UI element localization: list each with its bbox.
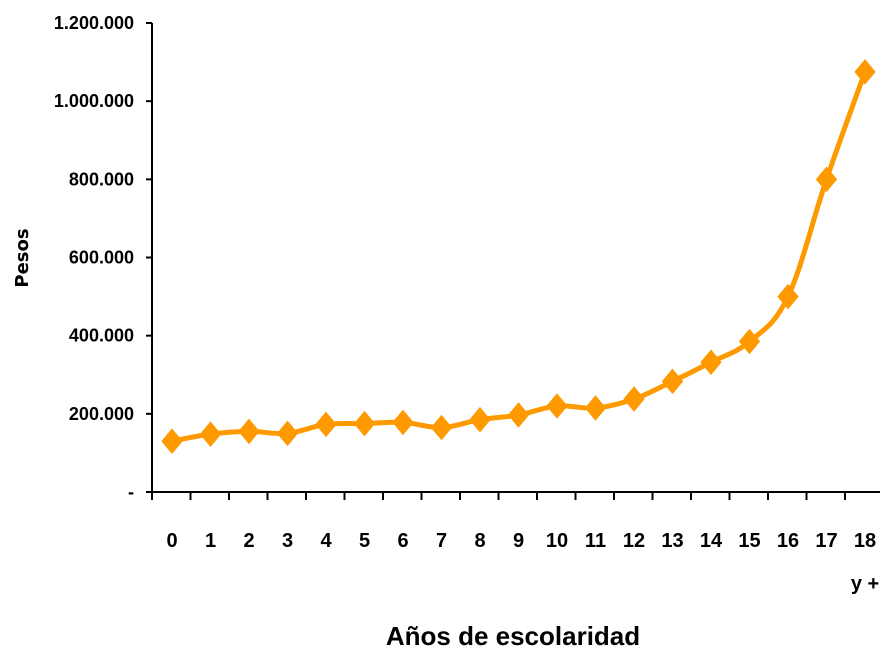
x-tick-label: 4	[320, 530, 332, 552]
x-tick-label: 12	[623, 530, 645, 552]
data-point	[546, 393, 568, 419]
series	[161, 59, 876, 454]
x-tick-label: 1	[205, 530, 216, 552]
data-point	[584, 395, 607, 421]
data-point	[507, 402, 530, 428]
y-tick-label: 400.000	[69, 326, 134, 346]
x-tick-label: 17	[815, 530, 837, 552]
y-tick-label: 600.000	[69, 248, 134, 268]
data-point	[661, 368, 684, 395]
y-tick-label: 1.200.000	[54, 13, 134, 33]
x-tick-label: 15	[738, 530, 760, 552]
x-tick-label: 16	[777, 530, 799, 552]
data-point	[353, 410, 376, 437]
x-ticks: 0 1 2 3 4 5 6 7 8 9 10 11 12 13 14 15 16 17 18y +	[151, 492, 879, 595]
y-tick-label: 200.000	[69, 404, 134, 424]
y-axis-label: Pesos	[12, 228, 33, 287]
x-tick-label: 5	[359, 530, 370, 552]
x-tick-label: 3	[282, 530, 293, 552]
x-tick-label: 8	[474, 530, 485, 552]
data-point	[623, 386, 645, 412]
x-tick-label: 13	[661, 530, 683, 552]
data-point	[276, 420, 299, 447]
data-point	[469, 406, 491, 433]
x-tick-label-suffix: y +	[851, 573, 879, 595]
x-tick-label: 7	[436, 530, 447, 552]
data-point	[854, 59, 876, 85]
data-point	[815, 166, 838, 193]
data-point	[392, 409, 414, 436]
y-ticks: - 200.000 400.000 600.000 800.000 1.000.000 1.…	[54, 13, 152, 502]
x-tick-label: 6	[397, 530, 408, 552]
y-tick-label: 800.000	[69, 169, 134, 189]
data-point	[430, 414, 453, 441]
data-point	[238, 418, 260, 445]
data-point	[315, 411, 337, 438]
y-tick-label: -	[128, 482, 134, 502]
x-tick-label: 9	[513, 530, 524, 552]
series-line	[171, 71, 868, 444]
data-point	[777, 283, 799, 310]
x-tick-label: 10	[546, 530, 568, 552]
x-tick-label: 11	[585, 530, 606, 552]
x-tick-label: 14	[700, 530, 723, 552]
x-tick-label: 0	[166, 530, 177, 552]
data-point	[700, 349, 722, 376]
data-point	[738, 328, 761, 355]
x-axis-label: Años de escolaridad	[386, 621, 640, 650]
x-tick-label: 18	[854, 530, 876, 552]
y-tick-label: 1.000.000	[54, 91, 134, 111]
data-point	[161, 428, 183, 454]
data-point	[199, 421, 222, 447]
x-tick-label: 2	[243, 530, 254, 552]
